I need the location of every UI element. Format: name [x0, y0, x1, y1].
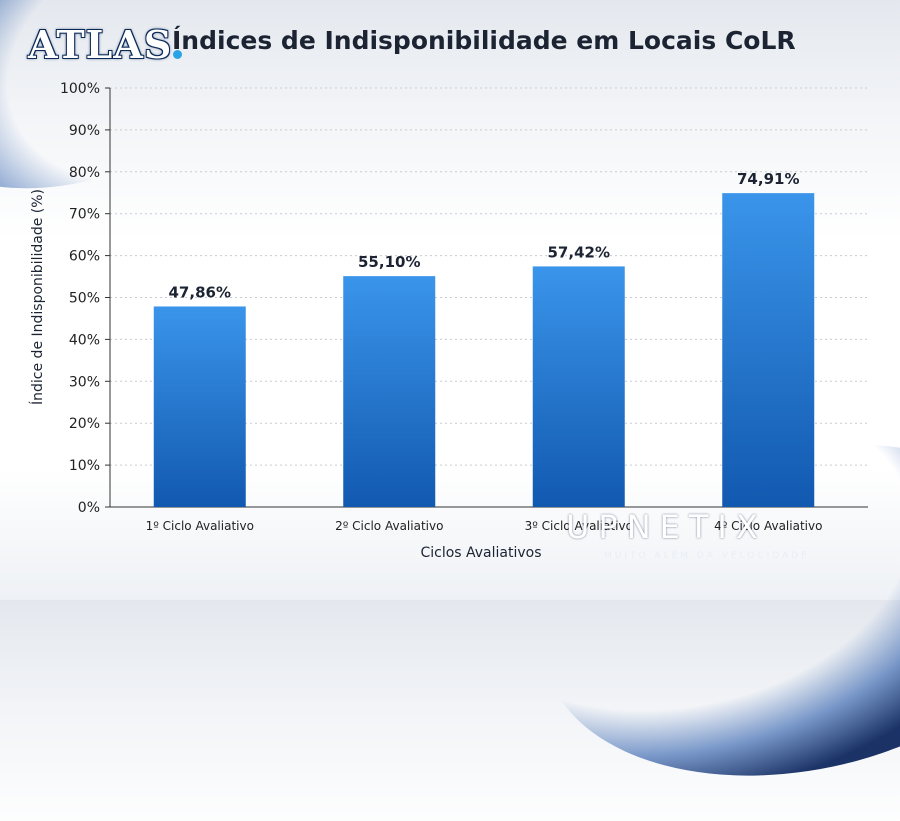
y-tick-label: 90%	[69, 123, 100, 139]
x-tick-label: 3º Ciclo Avaliativo	[525, 519, 633, 533]
bar-value-label: 57,42%	[548, 243, 610, 261]
bar-chart: 0% 10% 20% 30% 40% 50% 60% 70% 80% 90% 100% 47,86%…	[29, 81, 868, 561]
y-tick-label: 50%	[69, 291, 100, 307]
bars	[153, 193, 815, 507]
logo-dot	[173, 50, 183, 59]
bar-value-label: 47,86%	[169, 283, 231, 301]
y-axis-title: Índice de Indisponibilidade (%)	[29, 189, 46, 405]
bar-value-label: 55,10%	[358, 253, 420, 271]
y-tick-label: 40%	[69, 332, 100, 348]
x-tick-label: 4º Ciclo Avaliativo	[714, 519, 822, 533]
y-tick-label: 60%	[69, 249, 100, 265]
bar	[722, 193, 815, 507]
y-tick-label: 20%	[69, 416, 100, 432]
upnetix-watermark: UPNETIX	[566, 508, 767, 546]
y-tick-label: 100%	[60, 81, 100, 97]
y-tick-label: 10%	[69, 458, 100, 474]
upnetix-tagline: MUITO ALÉM DA VELOCIDADE	[604, 551, 810, 561]
y-tick-label: 30%	[69, 374, 100, 390]
x-axis-title: Ciclos Avaliativos	[420, 545, 541, 561]
x-tick-label: 1º Ciclo Avaliativo	[146, 519, 254, 533]
bar	[532, 266, 625, 507]
chart-title: Índices de Indisponibilidade em Locais C…	[172, 26, 796, 55]
x-tick-label: 2º Ciclo Avaliativo	[335, 519, 443, 533]
bar	[153, 306, 246, 507]
y-axis-ticks: 0% 10% 20% 30% 40% 50% 60% 70% 80% 90% 100%	[60, 81, 110, 516]
bar	[343, 276, 436, 507]
y-tick-label: 0%	[78, 500, 100, 516]
y-tick-label: 80%	[69, 165, 100, 181]
bar-value-label: 74,91%	[737, 170, 799, 188]
data-labels: 47,86% 55,10% 57,42% 74,91%	[169, 170, 800, 301]
logo-text: ATLAS	[28, 22, 173, 67]
y-tick-label: 70%	[69, 207, 100, 223]
x-axis-ticks: 1º Ciclo Avaliativo 2º Ciclo Avaliativo 3º…	[146, 519, 823, 533]
atlas-logo: ATLAS	[28, 22, 183, 67]
